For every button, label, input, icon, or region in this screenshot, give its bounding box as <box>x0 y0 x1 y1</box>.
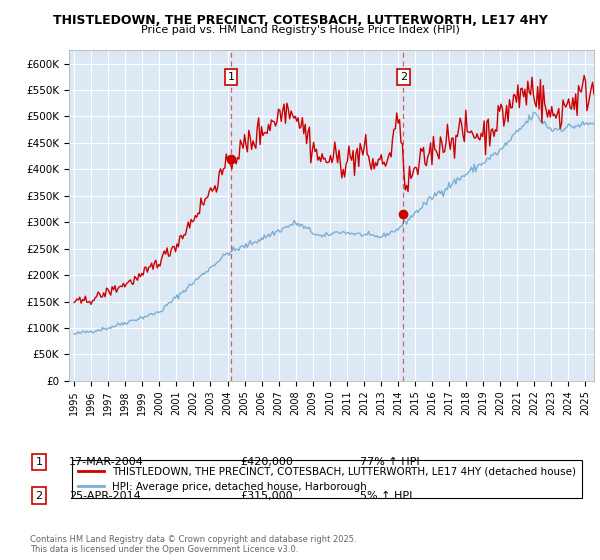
Text: 17-MAR-2004: 17-MAR-2004 <box>69 457 144 467</box>
Text: 1: 1 <box>35 457 43 467</box>
Legend: THISTLEDOWN, THE PRECINCT, COTESBACH, LUTTERWORTH, LE17 4HY (detached house), HP: THISTLEDOWN, THE PRECINCT, COTESBACH, LU… <box>71 460 583 498</box>
Text: £315,000: £315,000 <box>240 491 293 501</box>
Text: 1: 1 <box>227 72 235 82</box>
Text: 25-APR-2014: 25-APR-2014 <box>69 491 141 501</box>
Text: Price paid vs. HM Land Registry's House Price Index (HPI): Price paid vs. HM Land Registry's House … <box>140 25 460 35</box>
Text: 2: 2 <box>400 72 407 82</box>
Text: 5% ↑ HPI: 5% ↑ HPI <box>360 491 412 501</box>
Text: Contains HM Land Registry data © Crown copyright and database right 2025.
This d: Contains HM Land Registry data © Crown c… <box>30 535 356 554</box>
Text: THISTLEDOWN, THE PRECINCT, COTESBACH, LUTTERWORTH, LE17 4HY: THISTLEDOWN, THE PRECINCT, COTESBACH, LU… <box>53 14 547 27</box>
Text: £420,000: £420,000 <box>240 457 293 467</box>
Text: 77% ↑ HPI: 77% ↑ HPI <box>360 457 419 467</box>
Text: 2: 2 <box>35 491 43 501</box>
